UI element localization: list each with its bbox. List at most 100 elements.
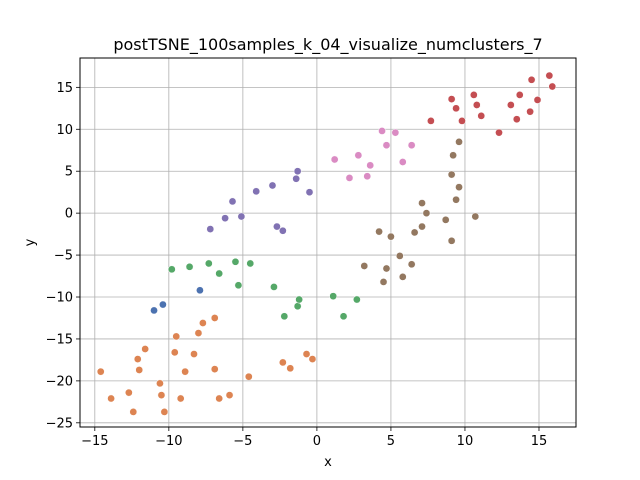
data-point — [215, 394, 224, 403]
data-point — [339, 312, 348, 321]
y-axis-label: y — [23, 238, 38, 246]
data-point — [471, 212, 480, 221]
data-point — [398, 273, 407, 281]
data-point — [215, 269, 224, 278]
y-tick-label: 5 — [65, 165, 73, 180]
data-point — [545, 71, 554, 80]
data-point — [107, 394, 115, 403]
data-point — [533, 96, 542, 104]
chart-title: postTSNE_100samples_k_04_visualize_numcl… — [113, 35, 542, 55]
data-point — [228, 197, 237, 206]
data-point — [181, 367, 189, 376]
data-point — [366, 161, 375, 170]
y-tick-label: −15 — [46, 332, 73, 347]
data-point — [221, 214, 229, 223]
data-point — [469, 91, 478, 99]
data-point — [190, 350, 198, 358]
data-point — [391, 128, 400, 137]
plot-frame — [79, 57, 577, 428]
data-point — [422, 209, 431, 217]
data-point — [278, 226, 287, 235]
data-point — [548, 82, 557, 91]
data-point — [206, 225, 215, 233]
data-point — [363, 172, 372, 181]
data-point — [246, 259, 255, 268]
data-point — [150, 306, 158, 315]
data-point — [345, 174, 354, 182]
data-point — [302, 350, 311, 358]
data-point — [234, 281, 243, 290]
data-point — [407, 260, 416, 269]
data-point — [159, 300, 167, 309]
x-tick-label: −5 — [233, 434, 252, 449]
data-point — [96, 367, 105, 376]
data-point — [172, 332, 181, 341]
x-tick-label: 10 — [457, 434, 474, 449]
data-point — [382, 141, 391, 150]
cluster-1-series — [96, 314, 317, 416]
data-point — [387, 232, 395, 241]
cluster-0-series — [150, 286, 204, 315]
data-point — [160, 408, 169, 416]
data-point — [375, 227, 383, 236]
axis-ticks: −15 −10 −5 0 5 10 15 −25 −20 −15 −10 −5 0 5 10 15 — [46, 81, 548, 449]
data-point — [410, 228, 419, 237]
data-point — [204, 259, 213, 268]
data-point — [455, 138, 463, 146]
data-point — [141, 345, 149, 353]
data-point — [278, 358, 287, 367]
data-point — [507, 101, 515, 109]
y-tick-label: −20 — [46, 374, 73, 389]
y-tick-label: −5 — [54, 249, 73, 264]
data-point — [447, 236, 456, 245]
data-point — [441, 216, 450, 224]
data-point — [447, 170, 456, 179]
data-point — [157, 391, 166, 399]
data-point — [495, 128, 503, 137]
x-tick-label: 15 — [531, 434, 548, 449]
cluster-6-series — [330, 127, 416, 182]
y-tick-label: 15 — [56, 81, 73, 96]
y-tick-label: −25 — [46, 416, 73, 431]
data-point — [360, 262, 369, 270]
data-points — [96, 71, 557, 416]
data-point — [210, 314, 219, 322]
data-point — [395, 252, 404, 260]
y-tick-label: 0 — [65, 207, 73, 222]
data-point — [135, 366, 144, 374]
cluster-5-series — [360, 138, 480, 286]
cluster-4-series — [206, 167, 314, 235]
data-point — [458, 117, 466, 125]
data-point — [185, 262, 194, 271]
cluster-3-series — [427, 71, 557, 137]
x-axis-label: x — [324, 455, 332, 470]
data-point — [330, 155, 339, 164]
data-point — [512, 115, 521, 124]
data-point — [133, 355, 142, 363]
data-point — [379, 278, 388, 286]
data-point — [407, 141, 416, 150]
data-point — [194, 329, 203, 337]
data-point — [353, 295, 361, 304]
y-tick-label: −10 — [46, 291, 73, 306]
data-point — [176, 394, 185, 403]
data-point — [268, 181, 277, 190]
data-point — [382, 264, 391, 273]
data-point — [156, 379, 164, 388]
data-point — [293, 167, 302, 176]
data-point — [527, 75, 536, 84]
data-point — [515, 91, 524, 99]
data-point — [452, 104, 460, 113]
data-point — [280, 312, 289, 321]
data-point — [378, 127, 386, 135]
data-point — [231, 257, 240, 266]
data-point — [472, 101, 481, 109]
data-point — [286, 364, 295, 373]
data-point — [167, 265, 176, 274]
y-tick-label: 10 — [56, 123, 73, 138]
data-point — [293, 302, 302, 311]
data-point — [252, 187, 261, 196]
x-tick-label: −15 — [81, 434, 108, 449]
data-point — [329, 292, 338, 301]
